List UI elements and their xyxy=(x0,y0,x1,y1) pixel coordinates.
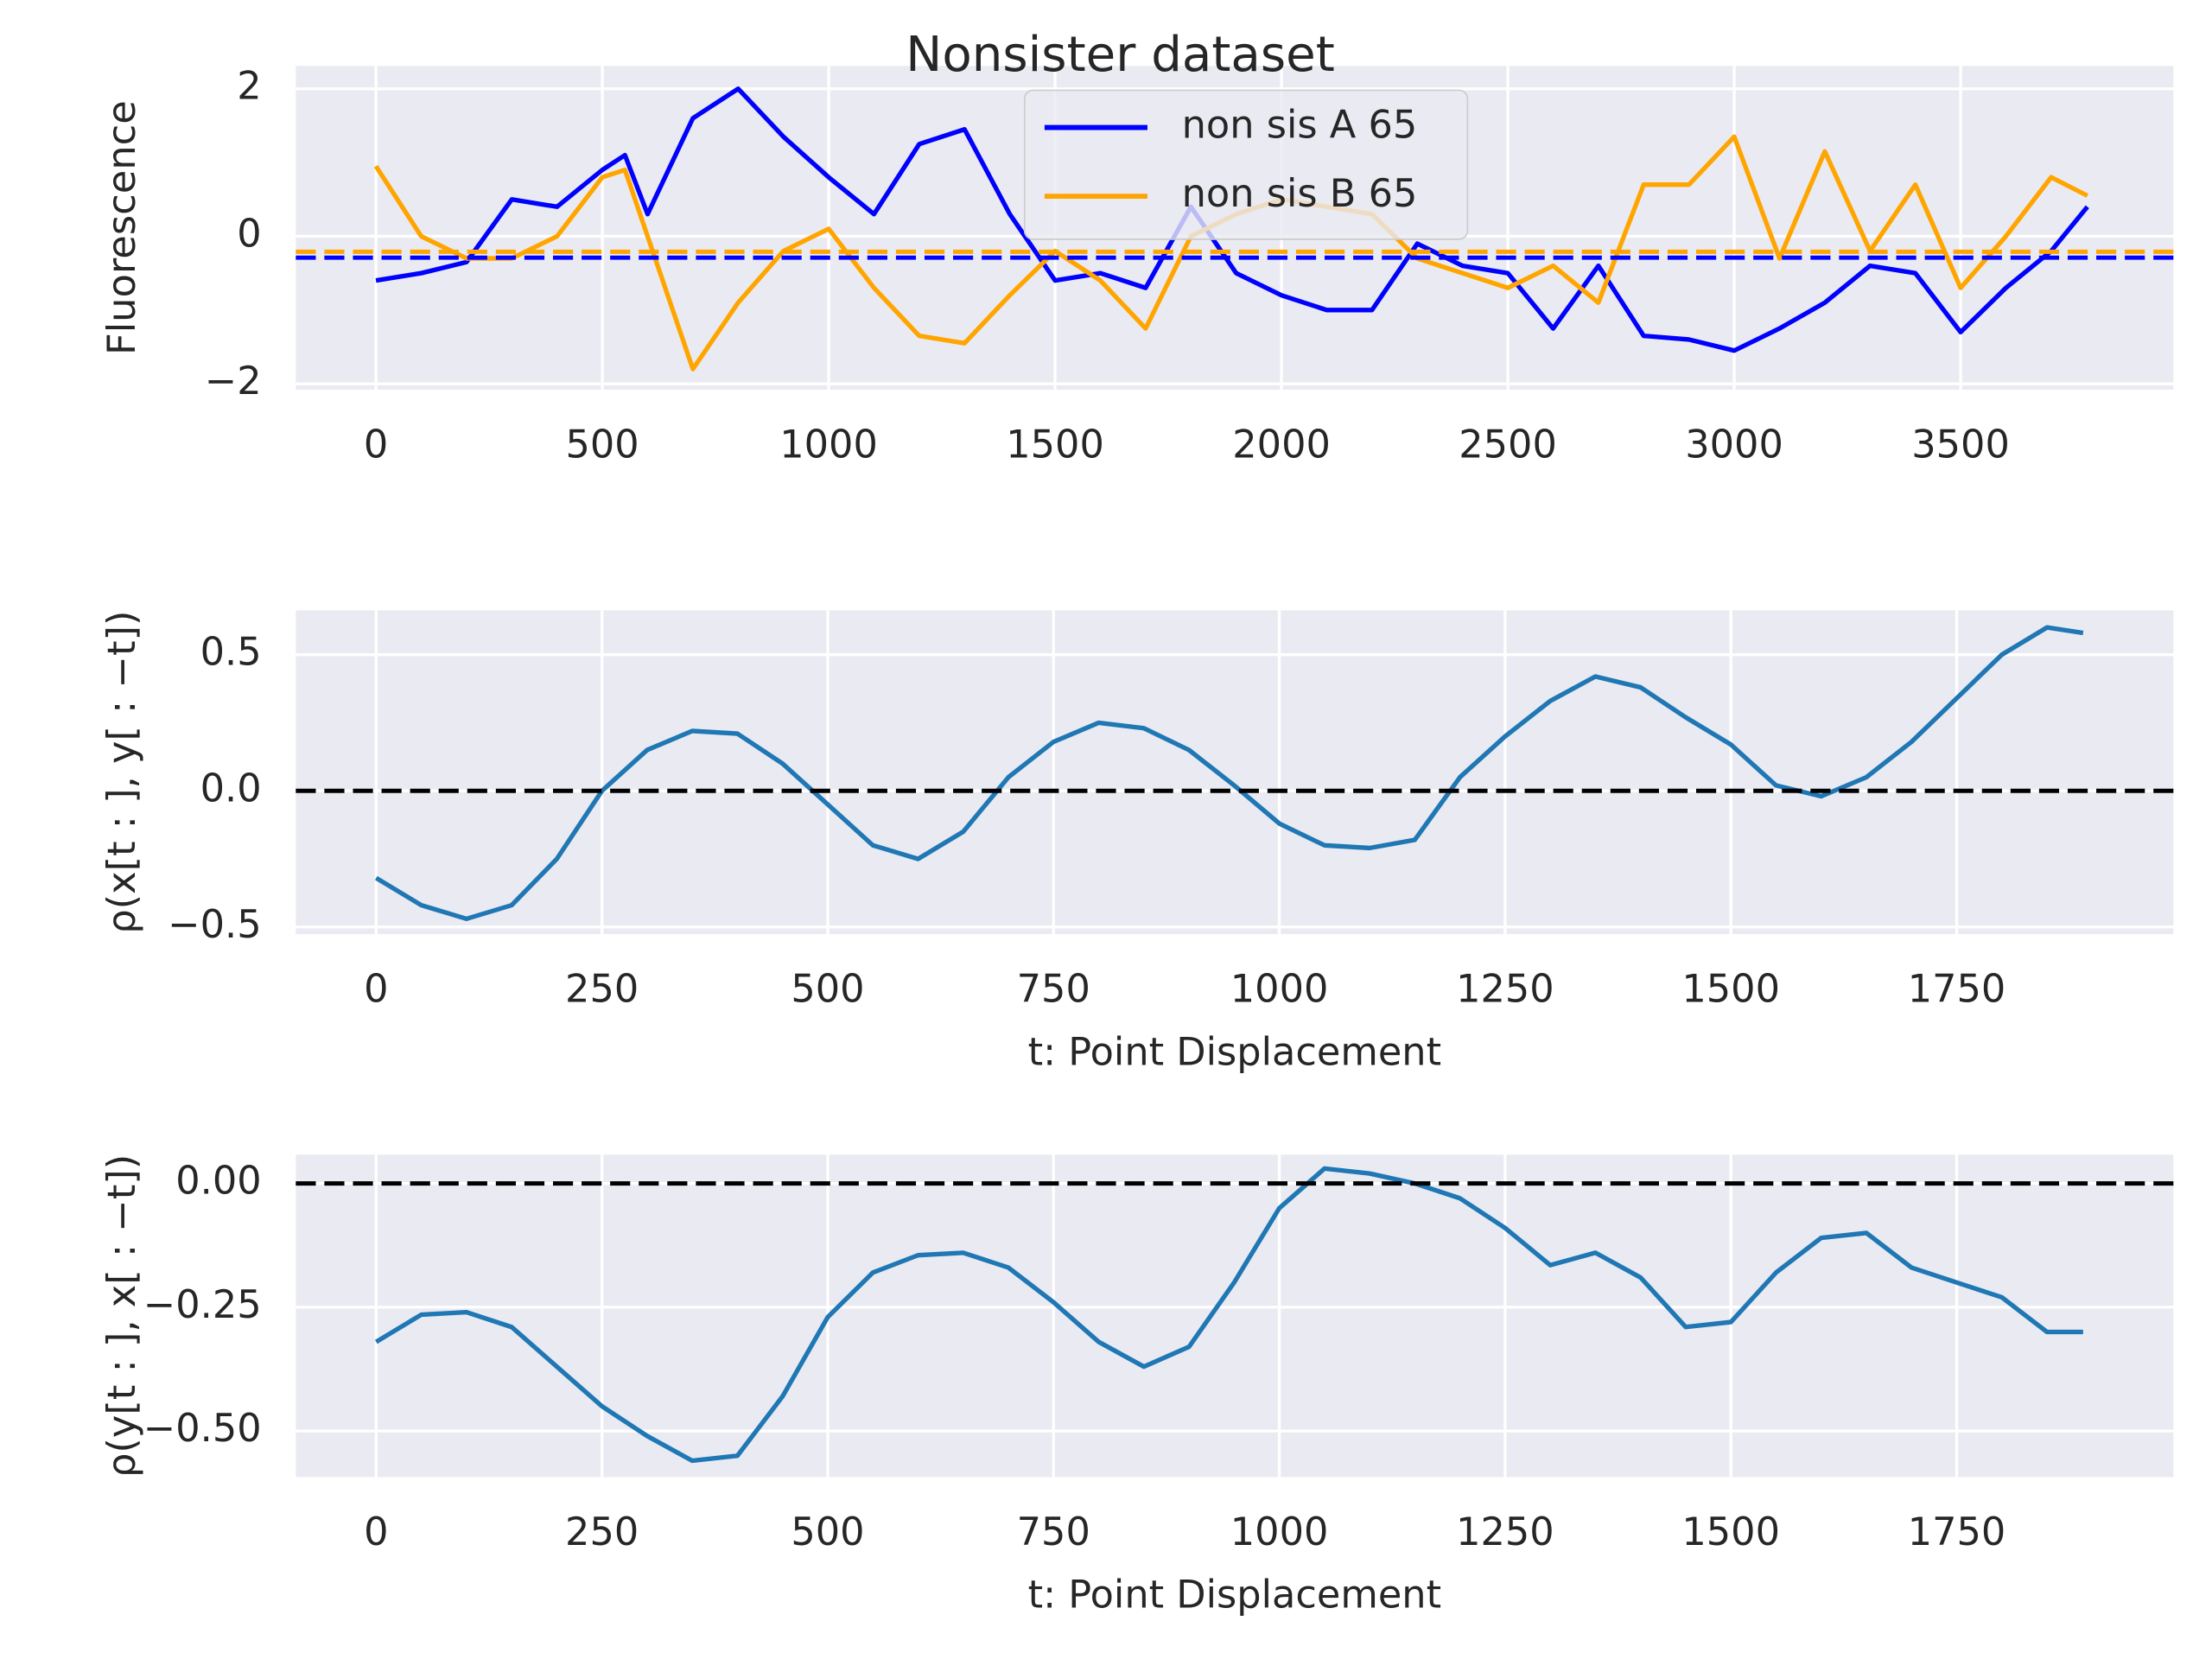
y-axis-label: ρ(y[t : ], x[ : −t]) xyxy=(99,1154,144,1478)
x-tick-label: 1500 xyxy=(1681,966,1780,1011)
chart-title: Nonsister dataset xyxy=(906,27,1334,83)
legend-label: non sis A 65 xyxy=(1182,103,1418,148)
x-tick-label: 500 xyxy=(791,1510,864,1554)
x-tick-label: 1750 xyxy=(1908,966,2006,1011)
x-tick-label: 1500 xyxy=(1006,422,1104,467)
y-tick-label: 0.00 xyxy=(175,1159,261,1204)
x-tick-label: 250 xyxy=(565,966,639,1011)
data-line xyxy=(374,625,2084,922)
x-tick-label: 0 xyxy=(364,966,388,1011)
x-tick-label: 750 xyxy=(1017,966,1090,1011)
x-tick-label: 250 xyxy=(565,1510,639,1554)
plot-area xyxy=(296,610,2174,935)
y-tick-label: −2 xyxy=(205,359,262,404)
y-tick-label: 0.5 xyxy=(200,630,262,675)
y-axis-label: ρ(x[t : ], y[ : −t]) xyxy=(99,611,144,934)
data-line xyxy=(374,1166,2083,1464)
x-tick-label: 2000 xyxy=(1232,422,1331,467)
y-tick-label: −0.5 xyxy=(168,902,261,947)
x-tick-label: 500 xyxy=(791,966,864,1011)
plot-area xyxy=(296,1154,2174,1478)
x-tick-label: 500 xyxy=(565,422,639,467)
x-tick-label: 1000 xyxy=(779,422,878,467)
x-tick-label: 1000 xyxy=(1230,966,1329,1011)
x-tick-label: 750 xyxy=(1017,1510,1090,1554)
x-tick-label: 1750 xyxy=(1908,1510,2006,1554)
y-tick-label: 0 xyxy=(237,211,261,256)
x-tick-label: 2500 xyxy=(1459,422,1557,467)
x-tick-label: 3000 xyxy=(1685,422,1783,467)
y-tick-label: −0.25 xyxy=(143,1282,262,1327)
x-tick-label: 1000 xyxy=(1230,1510,1329,1554)
y-tick-label: −0.50 xyxy=(143,1406,262,1451)
x-tick-label: 1250 xyxy=(1456,1510,1554,1554)
x-tick-label: 0 xyxy=(364,1510,388,1554)
x-tick-label: 3500 xyxy=(1911,422,2010,467)
x-axis-label: t: Point Displacement xyxy=(1028,1573,1442,1618)
legend-label: non sis B 65 xyxy=(1182,171,1418,216)
y-tick-label: 2 xyxy=(237,64,261,109)
y-axis-label: Fluorescence xyxy=(99,100,144,355)
x-tick-label: 1500 xyxy=(1681,1510,1780,1554)
x-tick-label: 0 xyxy=(364,422,388,467)
legend: non sis A 65 non sis B 65 xyxy=(1023,89,1469,240)
y-tick-label: 0.0 xyxy=(200,766,262,810)
x-axis-label: t: Point Displacement xyxy=(1028,1029,1442,1074)
x-tick-label: 1250 xyxy=(1456,966,1554,1011)
